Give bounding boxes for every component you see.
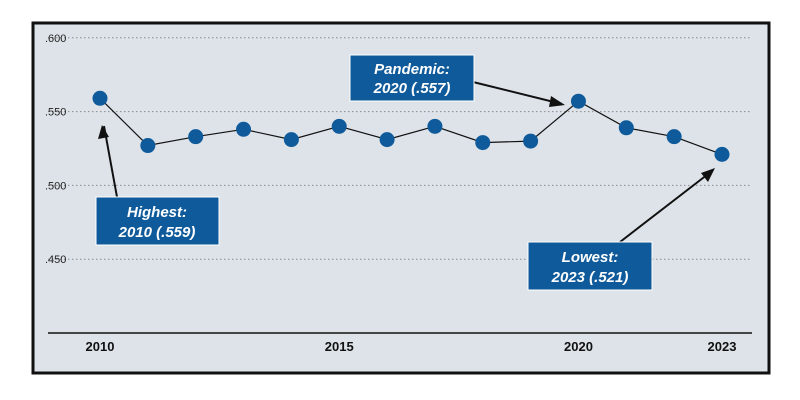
- annotation-lowest-arrow: [619, 170, 713, 243]
- data-point: [618, 120, 634, 136]
- y-tick-label: .500: [45, 180, 66, 192]
- data-point: [236, 121, 252, 137]
- data-point: [666, 129, 682, 145]
- y-tick-label: .600: [45, 33, 66, 45]
- annotation-highest-arrow: [103, 125, 118, 198]
- data-point: [475, 135, 491, 151]
- annotation-lowest-arrowhead: [701, 168, 715, 182]
- annotation-highest-arrowhead: [98, 125, 109, 139]
- annotation-highest-line1: Highest:: [127, 204, 187, 221]
- series-line: [99, 97, 723, 155]
- data-points: [92, 90, 730, 162]
- annotation-highest: Highest: 2010 (.559): [95, 125, 220, 246]
- y-tick-label: .450: [45, 254, 66, 266]
- annotation-lowest-line1: Lowest:: [562, 249, 619, 266]
- data-point: [379, 132, 395, 148]
- annotation-pandemic-arrowhead: [549, 96, 565, 107]
- annotation-highest-box: [95, 196, 220, 246]
- data-point: [92, 90, 108, 106]
- data-point: [570, 93, 586, 109]
- data-point: [140, 138, 156, 154]
- annotation-lowest: Lowest: 2023 (.521): [527, 168, 715, 291]
- annotation-highest-line2: 2010 (.559): [118, 224, 196, 241]
- annotation-pandemic-box: [349, 54, 475, 102]
- x-tick-label: 2020: [564, 339, 593, 354]
- x-tick-label: 2010: [86, 339, 115, 354]
- annotation-pandemic-arrow: [472, 81, 563, 105]
- data-point: [427, 118, 443, 134]
- annotation-lowest-line2: 2023 (.521): [551, 269, 629, 286]
- annotation-pandemic-line2: 2020 (.557): [373, 80, 451, 97]
- annotation-pandemic-line1: Pandemic:: [374, 61, 450, 78]
- x-tick-label: 2015: [325, 339, 354, 354]
- annotation-lowest-box: [527, 241, 653, 291]
- gridlines: [48, 37, 752, 260]
- data-point: [283, 132, 299, 148]
- data-point: [188, 129, 204, 145]
- x-tick-label: 2023: [708, 339, 737, 354]
- data-point: [714, 146, 730, 162]
- data-point: [331, 118, 347, 134]
- x-axis-ticks: 2010 2015 2020 2023: [86, 339, 737, 354]
- y-tick-label: .550: [45, 107, 66, 119]
- data-point: [523, 133, 539, 149]
- y-axis-ticks: .600 .550 .500 .450: [45, 33, 66, 266]
- annotation-pandemic: Pandemic: 2020 (.557): [349, 54, 565, 107]
